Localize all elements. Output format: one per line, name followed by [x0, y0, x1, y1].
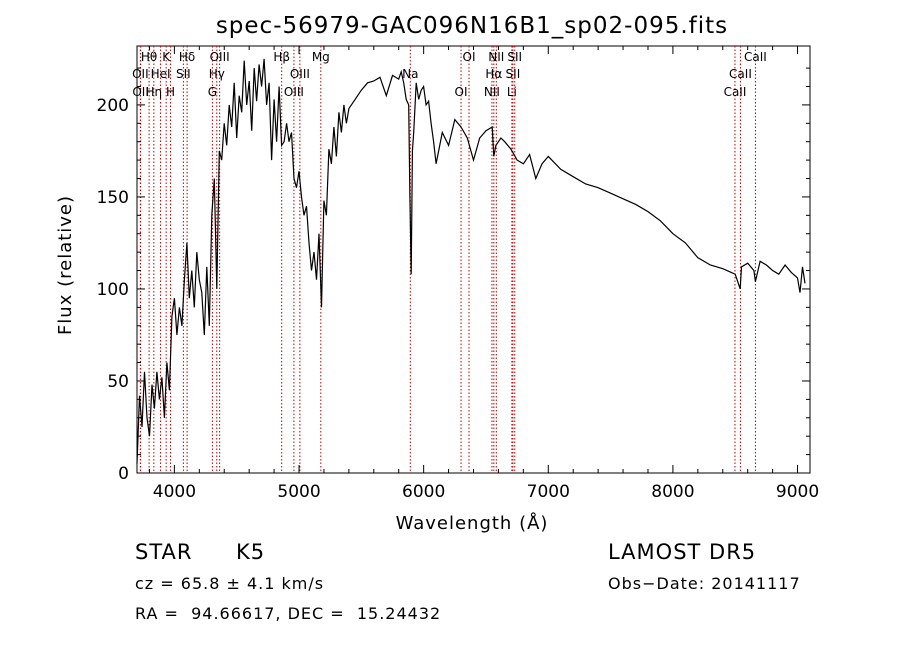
- line-label-2: OII: [132, 85, 149, 99]
- line-label-8: H: [166, 85, 175, 99]
- line-label-4: HeI: [151, 67, 171, 81]
- line-label-17: OI: [455, 85, 468, 99]
- observation-date: Obs−Date: 20141117: [608, 574, 801, 593]
- y-tick-label-0: 0: [118, 464, 129, 484]
- line-label-0: Hθ: [141, 50, 157, 64]
- x-tick-label-2: 6000: [402, 482, 445, 502]
- coordinates: RA = 94.66617, DEC = 15.24432: [135, 604, 442, 623]
- line-label-21: NII: [488, 50, 504, 64]
- line-label-16: Na: [402, 67, 418, 81]
- redshift-velocity: cz = 65.8 ± 4.1 km/s: [135, 574, 325, 593]
- y-tick-label-2: 100: [97, 280, 129, 300]
- line-label-25: CaII: [729, 67, 752, 81]
- y-tick-label-3: 150: [97, 188, 129, 208]
- line-label-10: Hγ: [209, 67, 225, 81]
- y-axis-label: Flux (relative): [55, 195, 76, 335]
- object-class: STAR: [135, 540, 193, 564]
- x-tick-label-5: 9000: [776, 482, 819, 502]
- x-axis-label: Wavelength (Å): [396, 512, 549, 534]
- line-label-9: OIII: [210, 50, 230, 64]
- line-label-13: OIII: [290, 67, 310, 81]
- line-label-20: NII: [484, 85, 500, 99]
- line-label-6: Hδ: [179, 50, 195, 64]
- line-label-18: OI: [463, 50, 476, 64]
- y-tick-label-1: 50: [107, 372, 129, 392]
- line-label-7: SII: [176, 67, 191, 81]
- line-label-22: SII: [506, 67, 521, 81]
- line-label-1: OII: [132, 67, 149, 81]
- line-label-3: K: [162, 50, 171, 64]
- object-subclass: K5: [236, 540, 266, 564]
- survey-name: LAMOST DR5: [608, 540, 757, 564]
- spectrum-line: [136, 58, 806, 464]
- line-label-11: G: [208, 85, 217, 99]
- x-tick-label-4: 8000: [651, 482, 694, 502]
- y-tick-label-4: 200: [97, 96, 129, 116]
- line-label-24: SII: [507, 50, 522, 64]
- x-tick-label-1: 5000: [277, 482, 320, 502]
- line-labels: HθOIIOIIKHeIHηHδSIIHOIIIHγGHβOIIIOIIIMgN…: [132, 50, 767, 99]
- line-markers: [139, 46, 756, 473]
- chart-title: spec-56979-GAC096N16B1_sp02-095.fits: [216, 13, 728, 39]
- x-tick-label-3: 7000: [527, 482, 570, 502]
- x-tick-label-0: 4000: [153, 482, 196, 502]
- line-label-12: Hβ: [273, 50, 290, 64]
- line-label-15: Mg: [312, 50, 330, 64]
- line-label-23: Li: [507, 85, 517, 99]
- axes: 4000 5000 6000 7000 8000 9000 0 50 100 150 200: [97, 46, 819, 502]
- line-label-27: CaII: [744, 50, 767, 64]
- line-label-5: Hη: [146, 85, 163, 99]
- line-label-14: OIII: [284, 85, 304, 99]
- line-label-26: CaII: [724, 85, 747, 99]
- line-label-19: Hα: [485, 67, 502, 81]
